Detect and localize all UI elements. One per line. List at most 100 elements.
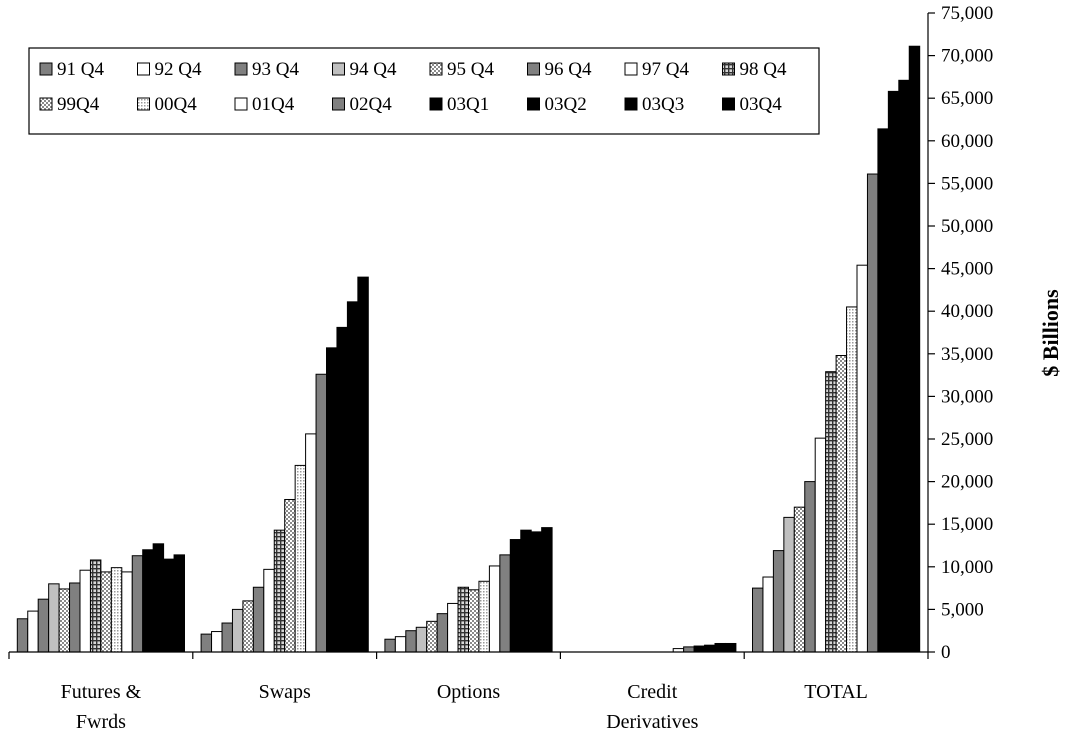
bar-91-q4-cat-1 bbox=[200, 633, 213, 653]
y-tick-label: 0 bbox=[941, 642, 951, 663]
bar-93-q4-cat-2 bbox=[405, 630, 417, 653]
bar-93-q4-cat-1 bbox=[221, 622, 233, 653]
category-label: TOTAL bbox=[804, 681, 868, 703]
bar-94-q4-cat-0 bbox=[48, 583, 60, 653]
bar-03q1-cat-3 bbox=[693, 645, 706, 653]
legend-label: 94 Q4 bbox=[350, 59, 397, 80]
bar-98-q4-cat-4 bbox=[825, 371, 837, 653]
bar-96-q4-cat-0 bbox=[69, 582, 81, 653]
y-tick-label: 40,000 bbox=[941, 301, 993, 322]
bar-01q4-cat-2 bbox=[488, 565, 501, 653]
y-tick-label: 45,000 bbox=[941, 259, 993, 280]
legend-label: 02Q4 bbox=[350, 94, 393, 115]
legend-label: 92 Q4 bbox=[155, 59, 202, 80]
y-tick-label: 10,000 bbox=[941, 557, 993, 578]
legend-label: 99Q4 bbox=[57, 94, 100, 115]
bar-96-q4-cat-1 bbox=[252, 586, 265, 653]
legend-swatch bbox=[527, 97, 540, 111]
bar-03q3-cat-4 bbox=[898, 79, 910, 653]
category-label: Derivatives bbox=[606, 711, 698, 733]
legend-swatch bbox=[527, 62, 540, 76]
legend-label: 91 Q4 bbox=[57, 59, 104, 80]
legend-swatch bbox=[39, 97, 53, 111]
axes-layer: 0 5,000 10,000 15,000 20,000 25,000 30,000 35,0… bbox=[8, 3, 1063, 733]
bar-92-q4-cat-4 bbox=[762, 576, 774, 653]
legend-label: 98 Q4 bbox=[740, 59, 787, 80]
bar-01q4-cat-4 bbox=[856, 264, 868, 653]
y-tick-label: 30,000 bbox=[941, 386, 993, 407]
bars-layer bbox=[16, 45, 921, 653]
legend-swatch bbox=[429, 97, 443, 111]
y-tick-label: 60,000 bbox=[941, 131, 993, 152]
category-label: Swaps bbox=[259, 681, 311, 703]
legend-label: 97 Q4 bbox=[642, 59, 689, 80]
bar-95-q4-cat-4 bbox=[793, 506, 806, 653]
y-tick-label: 35,000 bbox=[941, 344, 993, 365]
legend-label: 03Q3 bbox=[642, 94, 684, 115]
category-label: Credit bbox=[627, 681, 677, 703]
bar-95-q4-cat-2 bbox=[426, 620, 438, 653]
y-axis-title: $ Billions bbox=[1038, 289, 1063, 377]
bar-98-q4-cat-0 bbox=[89, 559, 102, 653]
bar-99q4-cat-2 bbox=[468, 589, 480, 653]
y-tick-label: 15,000 bbox=[941, 514, 993, 535]
bar-92-q4-cat-0 bbox=[27, 610, 39, 653]
legend-label: 03Q1 bbox=[447, 94, 489, 115]
bar-03q1-cat-1 bbox=[326, 347, 338, 653]
bar-02q4-cat-2 bbox=[499, 554, 511, 653]
bar-03q3-cat-1 bbox=[346, 301, 359, 653]
legend-swatch bbox=[624, 62, 638, 76]
y-tick-label: 55,000 bbox=[941, 173, 993, 194]
bar-02q4-cat-1 bbox=[315, 373, 327, 653]
y-tick-label: 20,000 bbox=[941, 472, 993, 493]
legend-swatch bbox=[332, 97, 345, 111]
category-label: Futures & bbox=[61, 681, 142, 703]
bar-03q4-cat-0 bbox=[173, 554, 186, 653]
bar-03q1-cat-0 bbox=[142, 549, 154, 653]
legend-label: 93 Q4 bbox=[252, 59, 299, 80]
bar-03q4-cat-2 bbox=[541, 527, 553, 653]
bar-02q4-cat-4 bbox=[866, 173, 879, 653]
bar-02q4-cat-0 bbox=[131, 555, 144, 653]
bar-95-q4-cat-1 bbox=[242, 600, 254, 653]
bar-00q4-cat-0 bbox=[110, 567, 123, 653]
y-tick-label: 50,000 bbox=[941, 216, 993, 237]
legend-label: 03Q4 bbox=[740, 94, 783, 115]
bar-94-q4-cat-4 bbox=[783, 516, 795, 653]
bar-00q4-cat-2 bbox=[478, 580, 490, 653]
legend-swatch bbox=[234, 62, 248, 76]
bar-03q2-cat-4 bbox=[887, 90, 900, 653]
bar-01q4-cat-0 bbox=[121, 571, 133, 653]
bar-92-q4-cat-2 bbox=[394, 636, 407, 653]
legend-swatch bbox=[137, 97, 150, 111]
bar-03q1-cat-4 bbox=[877, 128, 889, 653]
bar-96-q4-cat-2 bbox=[436, 613, 449, 653]
bar-99q4-cat-0 bbox=[100, 571, 112, 653]
bar-94-q4-cat-2 bbox=[415, 626, 428, 653]
bar-03q1-cat-2 bbox=[509, 539, 522, 653]
legend-swatch bbox=[39, 62, 53, 76]
bar-02q4-cat-3 bbox=[683, 646, 695, 653]
bar-96-q4-cat-4 bbox=[804, 481, 816, 653]
legend-label: 95 Q4 bbox=[447, 59, 494, 80]
legend-label: 01Q4 bbox=[252, 94, 295, 115]
legend: 91 Q4 92 Q4 93 Q4 94 Q4 95 Q4 96 Q4 97 Q4 98 Q4… bbox=[28, 47, 820, 135]
bar-00q4-cat-1 bbox=[294, 464, 307, 653]
bar-98-q4-cat-2 bbox=[457, 586, 469, 653]
bar-93-q4-cat-0 bbox=[37, 598, 50, 653]
bar-93-q4-cat-4 bbox=[772, 550, 785, 653]
legend-swatch bbox=[137, 62, 150, 76]
bar-03q3-cat-0 bbox=[163, 558, 175, 653]
legend-box bbox=[28, 47, 820, 135]
y-tick-label: 65,000 bbox=[941, 88, 993, 109]
category-label: Fwrds bbox=[76, 711, 126, 733]
legend-swatch bbox=[722, 97, 735, 111]
bar-03q3-cat-2 bbox=[530, 531, 543, 653]
bar-98-q4-cat-1 bbox=[273, 529, 286, 653]
bar-92-q4-cat-1 bbox=[211, 631, 223, 653]
legend-swatch bbox=[234, 97, 248, 111]
y-tick-label: 75,000 bbox=[941, 3, 993, 24]
bar-03q2-cat-3 bbox=[704, 644, 716, 653]
bar-99q4-cat-4 bbox=[835, 355, 848, 653]
bar-94-q4-cat-1 bbox=[231, 608, 244, 653]
